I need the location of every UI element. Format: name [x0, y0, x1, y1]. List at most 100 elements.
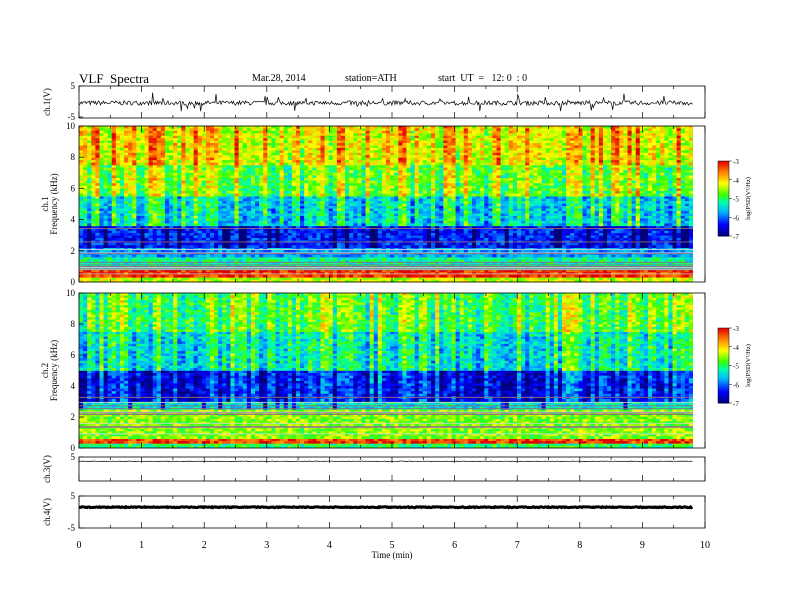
spectrogram-cell — [283, 245, 289, 248]
spectrogram-cell — [664, 211, 669, 214]
spectrogram-cell — [447, 230, 452, 234]
spectrogram-cell — [226, 203, 231, 207]
spectrogram-cell — [128, 279, 133, 283]
spectrogram-cell — [529, 211, 534, 214]
spectrogram-cell — [193, 215, 199, 219]
spectrogram-cell — [652, 201, 657, 204]
spectrogram-cell — [152, 277, 158, 280]
spectrogram-cell — [631, 269, 637, 273]
spectrogram-cell — [607, 237, 612, 241]
spectrogram-cell — [230, 269, 235, 273]
spectrogram-cell — [459, 262, 465, 265]
spectrogram-cell — [406, 206, 411, 209]
spectrogram-cell — [422, 235, 428, 239]
spectrogram-cell — [152, 262, 158, 265]
spectrogram-cell — [480, 274, 485, 278]
spectrogram-cell — [668, 201, 673, 204]
spectrogram-cell — [332, 230, 338, 234]
spectrogram-cell — [443, 277, 448, 280]
spectrogram-cell — [656, 213, 661, 217]
spectrogram-cell — [418, 198, 424, 202]
spectrogram-cell — [340, 269, 346, 273]
spectrogram-cell — [263, 262, 268, 265]
spectrogram-cell — [255, 215, 260, 219]
spectrogram-cell — [95, 215, 100, 219]
spectrogram-cell — [287, 274, 293, 278]
spectrogram-cell — [222, 230, 227, 234]
spectrogram-cell — [611, 254, 616, 258]
spectrogram-cell — [316, 198, 321, 202]
spectrogram-cell — [664, 206, 669, 209]
spectrogram-cell — [267, 218, 272, 222]
station-label: station=ATH — [345, 73, 397, 84]
spectrogram-cell — [684, 259, 690, 263]
spectrogram-cell — [185, 213, 190, 217]
spectrogram-cell — [222, 242, 227, 246]
spectrogram-cell — [422, 213, 428, 217]
spectrogram-cell — [259, 215, 264, 219]
spectrogram-cell — [492, 201, 497, 204]
spectrogram-cell — [566, 279, 571, 283]
spectrogram-cell — [152, 203, 158, 207]
spectrogram-cell — [189, 233, 195, 236]
spectrogram-cell — [234, 262, 240, 265]
spectrogram-cell — [197, 213, 203, 217]
spectrogram-cell — [369, 257, 375, 260]
spectrogram-cell — [541, 213, 547, 217]
spectrogram-cell — [381, 203, 387, 207]
spectrogram-cell — [140, 198, 145, 202]
spectrogram-cell — [545, 237, 551, 241]
spectrogram-cell — [611, 201, 616, 204]
spectrogram-cell — [553, 274, 559, 278]
spectrogram-cell — [476, 215, 481, 219]
spectrogram-cell — [533, 257, 538, 260]
spectrogram-cell — [234, 203, 240, 207]
spectrogram-cell — [291, 218, 297, 222]
spectrogram-cell — [377, 233, 383, 236]
spectrogram-cell — [619, 196, 624, 199]
spectrogram-cell — [234, 242, 240, 246]
spectrogram-cell — [209, 206, 215, 209]
spectrogram-cell — [377, 264, 383, 268]
spectrogram-cell — [516, 196, 522, 199]
spectrogram-cell — [259, 242, 264, 246]
spectrogram-cell — [529, 233, 534, 236]
spectrogram-cell — [615, 225, 620, 229]
spectrogram-cell — [402, 237, 407, 241]
spectrogram-cell — [197, 264, 203, 268]
spectrogram-cell — [496, 233, 502, 236]
spectrogram-cell — [529, 279, 534, 283]
spectrogram-cell — [365, 211, 371, 214]
spectrogram-cell — [590, 196, 596, 199]
spectrogram-cell — [451, 208, 456, 212]
spectrogram-cell — [439, 237, 444, 241]
spectrogram-cell — [181, 203, 186, 207]
spectrogram-cell — [537, 235, 542, 239]
spectrogram-cell — [570, 242, 575, 246]
spectrogram-cell — [439, 215, 444, 219]
spectrogram-cell — [394, 264, 399, 268]
spectrogram-cell — [242, 198, 248, 202]
spectrogram-cell — [103, 279, 109, 283]
spectrogram-cell — [406, 211, 411, 214]
spectrogram-cell — [99, 257, 104, 260]
spectrogram-cell — [250, 245, 256, 248]
spectrogram-cell — [332, 245, 338, 248]
spectrogram-cell — [549, 213, 555, 217]
spectrogram-cell — [516, 215, 522, 219]
spectrogram-cell — [238, 198, 244, 202]
spectrogram-cell — [431, 264, 436, 268]
spectrogram-cell — [553, 259, 559, 263]
spectrogram-cell — [582, 254, 587, 258]
spectrogram-cell — [635, 277, 641, 280]
spectrogram-cell — [504, 235, 510, 239]
spectrogram-cell — [222, 259, 227, 263]
spectrogram-cell — [312, 218, 317, 222]
spectrogram-cell — [619, 201, 624, 204]
spectrogram-cell — [381, 213, 387, 217]
spectrogram-cell — [336, 233, 342, 236]
spectrogram-cell — [467, 208, 473, 212]
spectrogram-cell — [402, 254, 407, 258]
spectrogram-cell — [267, 237, 272, 241]
spectrogram-cell — [431, 198, 436, 202]
